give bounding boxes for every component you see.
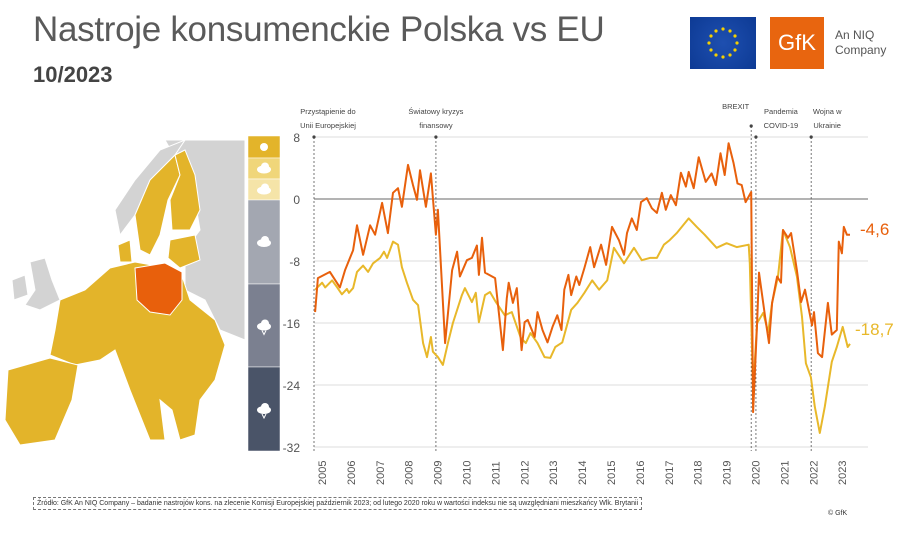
x-tick-label: 2007 bbox=[375, 461, 387, 485]
event-dot bbox=[749, 124, 753, 128]
x-tick-label: 2012 bbox=[519, 461, 531, 485]
event-label: COVID-19 bbox=[764, 121, 799, 130]
y-tick-label: -32 bbox=[283, 441, 301, 455]
x-tick-label: 2020 bbox=[751, 461, 763, 485]
copyright: © GfK bbox=[828, 510, 848, 517]
map-denmark bbox=[117, 239, 133, 263]
y-tick-label: 8 bbox=[293, 131, 300, 145]
cloud-light-icon bbox=[257, 183, 271, 195]
sun-icon bbox=[260, 143, 268, 151]
event-dot bbox=[312, 135, 316, 139]
event-label: Unii Europejskiej bbox=[300, 121, 356, 130]
x-tick-label: 2005 bbox=[317, 461, 329, 485]
series-lines bbox=[314, 142, 851, 434]
x-tick-label: 2010 bbox=[462, 461, 474, 485]
x-tick-label: 2014 bbox=[577, 461, 589, 485]
x-tick-label: 2011 bbox=[490, 461, 502, 485]
cloud-puff bbox=[261, 183, 269, 192]
map-uk bbox=[24, 257, 61, 311]
rain-drops bbox=[261, 413, 267, 420]
map-iberia bbox=[4, 357, 79, 446]
map-finland bbox=[169, 149, 201, 231]
cloud-puff bbox=[261, 403, 269, 411]
page-subtitle: 10/2023 bbox=[33, 62, 113, 87]
weather-scale bbox=[247, 135, 281, 452]
europe-map bbox=[4, 138, 246, 446]
x-axis: 2005 2006 2007 2008 2009 2010 2011 2012 2013 2014… bbox=[317, 461, 849, 485]
map-poland bbox=[134, 262, 183, 316]
map-baltics bbox=[167, 234, 201, 269]
gfk-logo: GfK bbox=[770, 17, 824, 69]
event-label: Światowy kryzys bbox=[408, 107, 463, 116]
map-ireland bbox=[11, 274, 29, 301]
event-label: BREXIT bbox=[722, 102, 750, 111]
x-tick-label: 2016 bbox=[635, 461, 647, 485]
niq-line-2: Company bbox=[835, 43, 887, 57]
event-dot bbox=[809, 135, 813, 139]
x-tick-label: 2006 bbox=[346, 461, 358, 485]
event-label: Ukrainie bbox=[813, 121, 841, 130]
map-sweden bbox=[134, 154, 181, 256]
cloud-puff bbox=[261, 236, 269, 244]
x-tick-label: 2015 bbox=[606, 461, 618, 485]
storm-cloud-icon bbox=[257, 403, 271, 420]
page-title: Nastroje konsumenckie Polska vs EU bbox=[33, 10, 605, 49]
y-tick-label: -8 bbox=[289, 255, 300, 269]
source-note: Źródło: GfK An NIQ Company – badanie nas… bbox=[33, 497, 643, 510]
eu-stars-icon bbox=[707, 27, 739, 59]
event-label: Wojna w bbox=[813, 107, 842, 116]
x-tick-label: 2021 bbox=[779, 461, 791, 485]
x-tick-label: 2008 bbox=[404, 461, 416, 485]
x-tick-label: 2023 bbox=[837, 461, 849, 485]
chart-grid bbox=[314, 136, 868, 448]
eu-flag-logo bbox=[690, 17, 756, 69]
event-dot bbox=[434, 135, 438, 139]
x-tick-label: 2017 bbox=[664, 461, 676, 485]
x-tick-label: 2019 bbox=[722, 461, 734, 485]
event-dot bbox=[754, 135, 758, 139]
poland-end-label: -4,6 bbox=[860, 220, 890, 239]
cloud-puff bbox=[261, 319, 269, 328]
cloud-icon bbox=[257, 236, 271, 247]
cloud-puff bbox=[261, 162, 269, 171]
niq-tagline: An NIQ Company bbox=[835, 28, 886, 58]
poland-series-line bbox=[314, 142, 850, 414]
y-tick-label: -16 bbox=[283, 317, 301, 331]
x-tick-label: 2018 bbox=[693, 461, 705, 485]
x-tick-label: 2013 bbox=[548, 461, 560, 485]
y-axis: 8 0 -8 -16 -24 -32 bbox=[283, 131, 301, 455]
event-label: Przystąpienie do bbox=[300, 107, 355, 116]
x-tick-label: 2022 bbox=[808, 461, 820, 485]
event-label: finansowy bbox=[419, 121, 453, 130]
eu-end-label: -18,7 bbox=[855, 320, 894, 339]
rain-cloud-icon bbox=[257, 319, 271, 336]
rain-drops bbox=[261, 330, 267, 336]
event-label: Pandemia bbox=[764, 107, 799, 116]
x-tick-label: 2009 bbox=[433, 461, 445, 485]
y-tick-label: -24 bbox=[283, 379, 301, 393]
sun-cloud-icon bbox=[257, 162, 271, 174]
y-tick-label: 0 bbox=[293, 193, 300, 207]
event-markers: Przystąpienie do Unii Europejskiej Światow… bbox=[300, 102, 842, 451]
niq-line-1: An NIQ bbox=[835, 28, 875, 42]
